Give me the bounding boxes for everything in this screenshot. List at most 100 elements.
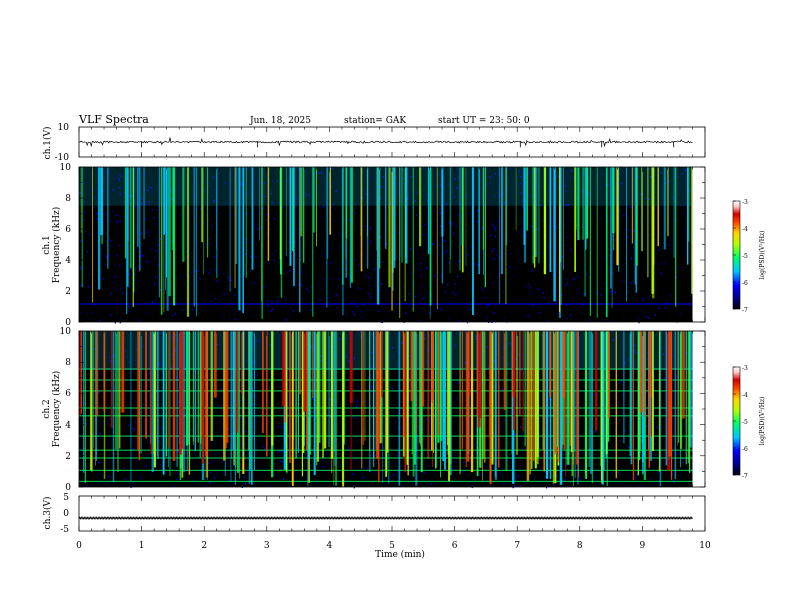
spectrogram-streak bbox=[93, 331, 95, 449]
spectrogram-cell bbox=[360, 387, 362, 389]
spectrogram-cell bbox=[132, 481, 134, 484]
spectrogram-streak bbox=[271, 331, 274, 446]
ch1-colorbar-tick-m7: -7 bbox=[742, 307, 748, 314]
spectrogram-cell bbox=[486, 479, 488, 482]
spectrogram-cell bbox=[319, 206, 321, 208]
spectrogram-cell bbox=[472, 413, 474, 416]
spectrogram-burst bbox=[312, 331, 314, 399]
spectrogram-streak bbox=[369, 331, 371, 472]
spectrogram-burst bbox=[643, 331, 646, 417]
spectrogram-cell bbox=[648, 198, 650, 200]
spectrogram-burst bbox=[167, 331, 170, 448]
spectrogram-cell bbox=[660, 172, 662, 174]
spectrogram-cell bbox=[159, 463, 161, 466]
spectrogram-cell bbox=[130, 292, 132, 295]
spectrogram-streak bbox=[600, 331, 602, 480]
spectrogram-cell bbox=[207, 243, 209, 246]
spectrogram-cell bbox=[569, 314, 572, 317]
spectrogram-cell bbox=[476, 221, 479, 223]
spectrogram-cell bbox=[158, 363, 160, 366]
ch2-colorbar-label: log(PSD)(V²/Hz) bbox=[759, 397, 766, 446]
spectrogram-streak bbox=[373, 331, 375, 468]
spectrogram-cell bbox=[411, 307, 413, 310]
ch2-colorbar-tick-m5: -5 bbox=[742, 419, 748, 426]
spectrogram-cell bbox=[154, 282, 156, 285]
spectrogram-cell bbox=[99, 271, 101, 273]
spectrogram-cell bbox=[96, 213, 99, 216]
spectrogram-streak bbox=[235, 167, 237, 264]
spectrogram-cell bbox=[455, 454, 457, 457]
spectrogram-streak bbox=[573, 331, 574, 487]
ch1-colorbar-tick-m6: -6 bbox=[742, 280, 748, 287]
spectrogram-cell bbox=[452, 291, 454, 294]
spectrogram-burst bbox=[96, 331, 99, 417]
spectrogram-streak bbox=[663, 167, 666, 250]
spectrogram-cell bbox=[353, 357, 355, 360]
spectrogram-cell bbox=[207, 461, 209, 464]
spectrogram-burst bbox=[214, 331, 217, 398]
spectrogram-cell bbox=[255, 223, 257, 226]
spectrogram-burst bbox=[150, 331, 153, 455]
spectrogram-cell bbox=[647, 352, 649, 354]
spectrogram-cell bbox=[282, 461, 284, 463]
spectrogram-cell bbox=[367, 377, 369, 379]
spectrogram-streak bbox=[394, 167, 396, 268]
spectrogram-cell bbox=[293, 310, 295, 312]
spectrogram-streak bbox=[391, 167, 393, 311]
spectrogram-cell bbox=[146, 437, 148, 439]
spectrogram-streak bbox=[162, 331, 165, 475]
spectrogram-streak bbox=[342, 331, 345, 487]
spectrogram-cell bbox=[614, 395, 616, 397]
spectrogram-cell bbox=[309, 258, 311, 261]
time-axis-label: Time (min) bbox=[375, 549, 425, 560]
spectrogram-cell bbox=[648, 168, 650, 170]
spectrogram-cell bbox=[595, 430, 597, 433]
spectrogram-cell bbox=[260, 265, 262, 267]
spectrogram-streak bbox=[647, 167, 649, 278]
spectrogram-cell bbox=[208, 272, 210, 274]
spectrogram-cell bbox=[463, 461, 465, 464]
spectrogram-cell bbox=[106, 422, 108, 424]
spectrogram-cell bbox=[503, 482, 505, 485]
spectrogram-cell bbox=[277, 383, 279, 386]
spectrogram-cell bbox=[597, 233, 599, 235]
spectrogram-cell bbox=[654, 483, 656, 485]
spectrogram-streak bbox=[194, 331, 196, 452]
spectrogram-cell bbox=[270, 310, 272, 312]
spectrogram-cell bbox=[287, 241, 290, 243]
spectrogram-burst bbox=[80, 331, 82, 414]
spectrogram-streak bbox=[582, 167, 584, 240]
spectrogram-cell bbox=[268, 421, 270, 423]
spectrogram-cell bbox=[320, 171, 322, 174]
spectrogram-cell bbox=[608, 461, 610, 464]
spectrogram-cell bbox=[93, 304, 95, 306]
spectrogram-cell bbox=[189, 316, 191, 319]
spectrogram-streak bbox=[559, 331, 563, 485]
spectrogram-cell bbox=[305, 477, 307, 480]
spectrogram-cell bbox=[222, 460, 224, 463]
spectrogram-cell bbox=[378, 310, 380, 313]
spectrogram-cell bbox=[493, 282, 495, 284]
spectrogram-streak bbox=[316, 331, 318, 466]
spectrogram-cell bbox=[437, 174, 439, 176]
spectrogram-cell bbox=[617, 471, 619, 474]
spectrogram-cell bbox=[445, 202, 447, 205]
spectrogram-cell bbox=[263, 181, 265, 184]
spectrogram-cell bbox=[241, 181, 243, 184]
spectrogram-cell bbox=[109, 245, 111, 247]
spectrogram-streak bbox=[427, 331, 430, 460]
spectrogram-cell bbox=[673, 354, 675, 357]
spectrogram-streak bbox=[556, 331, 560, 448]
spectrogram-cell bbox=[543, 269, 545, 272]
spectrogram-cell bbox=[594, 477, 596, 479]
start-ut-label: start UT = 23: 50: 0 bbox=[438, 116, 530, 126]
spectrogram-cell bbox=[310, 309, 312, 311]
spectrogram-cell bbox=[337, 391, 340, 394]
spectrogram-streak bbox=[611, 167, 613, 308]
spectrogram-cell bbox=[298, 228, 300, 230]
spectrogram-cell bbox=[323, 205, 325, 208]
spectrogram-streak bbox=[515, 167, 517, 231]
spectrogram-cell bbox=[212, 200, 215, 203]
spectrogram-cell bbox=[409, 355, 411, 358]
spectrogram-cell bbox=[636, 473, 638, 476]
